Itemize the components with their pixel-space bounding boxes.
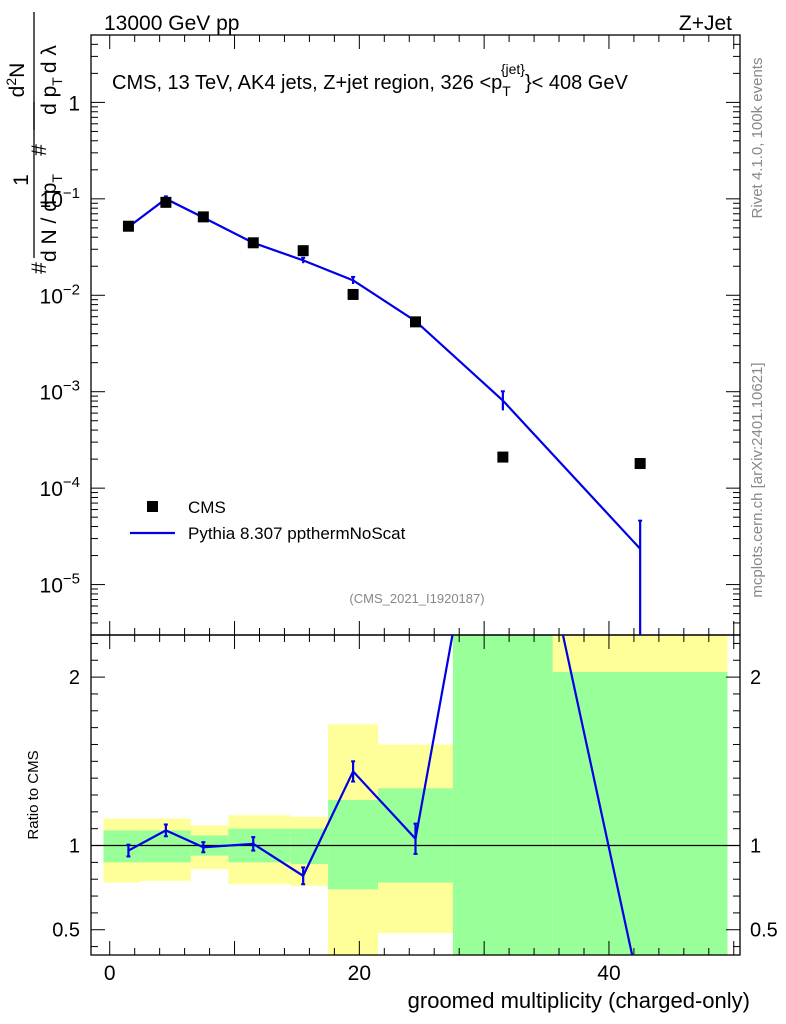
- ylabel-hash-1: #: [28, 262, 51, 274]
- ylabel-d-num: d: [6, 86, 29, 98]
- cms-data-point: [347, 288, 359, 300]
- legend-cms-marker: [147, 501, 158, 512]
- y-tick-label: 10−1: [40, 185, 80, 212]
- cms-data-point: [497, 451, 509, 463]
- y-tick-label-base: 10: [40, 575, 63, 598]
- axis-ticks: [91, 34, 740, 955]
- chart-title-main: CMS, 13 TeV, AK4 jets, Z+jet region, 326…: [112, 72, 502, 94]
- main-panel-frame: [90, 34, 741, 636]
- y-tick-label-base: 10: [40, 478, 63, 501]
- y-tick-label: 10−3: [40, 378, 80, 405]
- y-tick-label: 1: [68, 92, 80, 115]
- cms-data-point: [122, 220, 134, 232]
- cms-data-point: [634, 458, 646, 470]
- ratio-tick-label-right: 2: [750, 667, 761, 689]
- y-tick-label-exponent: −4: [63, 474, 80, 491]
- green-band-8: [552, 672, 728, 955]
- cms-data-point: [160, 196, 172, 208]
- pythia-line: [127, 197, 641, 550]
- cms-data-point: [297, 245, 309, 257]
- ylabel-dpt: d p: [38, 86, 61, 115]
- ratio-tick-label-left: 1: [69, 836, 80, 858]
- cms-data-point: [197, 211, 209, 223]
- y-tick-label: 10−4: [40, 474, 80, 501]
- x-tick-label: 40: [597, 962, 620, 985]
- y-tick-label-exponent: −1: [63, 185, 80, 202]
- ratio-y-axis-label: Ratio to CMS: [25, 750, 42, 839]
- ylabel-dn-dpt-text: d N / d p: [38, 183, 61, 262]
- chart-title-end: }< 408 GeV: [525, 72, 629, 94]
- x-tick-label: 0: [104, 962, 116, 985]
- main-series: [122, 195, 646, 635]
- legend-pythia-label: Pythia 8.307 ppthermNoScat: [188, 524, 406, 543]
- ylabel-dn-dpt: d N / d pT: [38, 174, 65, 262]
- cms-data-point: [247, 237, 259, 249]
- cms-data-point: [410, 316, 421, 328]
- ylabel-denominator: d pTd λ: [38, 45, 65, 115]
- ratio-tick-label-right: 1: [750, 836, 761, 858]
- ylabel-dlambda: d λ: [38, 45, 61, 74]
- ylabel-t-sub-1: T: [49, 174, 65, 183]
- analysis-id: (CMS_2021_I1920187): [349, 591, 484, 606]
- y-axis-label: # 1 d N / d pT # d2N d pTd λ: [3, 12, 65, 274]
- chart-title: CMS, 13 TeV, AK4 jets, Z+jet region, 326…: [112, 61, 628, 99]
- green-band-7: [452, 635, 553, 955]
- chart-title-sub: T: [502, 83, 511, 99]
- ylabel-numerator: d2N: [3, 63, 29, 98]
- y-tick-label-base: 1: [68, 92, 80, 115]
- y-tick-label-exponent: −5: [63, 571, 80, 588]
- green-band-5: [328, 800, 379, 890]
- y-tick-label-exponent: −3: [63, 378, 80, 395]
- y-tick-label-base: 10: [40, 189, 63, 212]
- y-tick-label-base: 10: [40, 285, 63, 308]
- header-right: Z+Jet: [679, 12, 732, 35]
- chart-title-sup: {jet}: [501, 61, 525, 77]
- ratio-tick-label-right: 0.5: [750, 920, 778, 942]
- ylabel-power-two: 2: [3, 78, 19, 86]
- header-left: 13000 GeV pp: [104, 12, 239, 35]
- ratio-uncertainty-bands: [91, 635, 740, 955]
- rivet-version-label: Rivet 4.1.0, 100k events: [749, 58, 766, 219]
- mcplots-label: mcplots.cern.ch [arXiv:2401.10621]: [749, 362, 766, 597]
- ratio-tick-label-left: 2: [69, 667, 80, 689]
- y-tick-label-exponent: −2: [63, 281, 80, 298]
- ratio-series: [126, 635, 634, 955]
- y-tick-label: 10−2: [40, 281, 80, 308]
- ylabel-n-num: N: [6, 63, 29, 78]
- x-axis-label: groomed multiplicity (charged-only): [408, 988, 750, 1013]
- ylabel-t-sub-2: T: [49, 77, 65, 86]
- ylabel-one: 1: [10, 174, 33, 186]
- ylabel-hash-2: #: [28, 144, 51, 156]
- legend: CMS Pythia 8.307 ppthermNoScat: [130, 498, 406, 543]
- ratio-tick-label-left: 0.5: [52, 920, 80, 942]
- x-tick-label: 20: [348, 962, 371, 985]
- y-tick-label-base: 10: [40, 382, 63, 405]
- y-tick-label: 10−5: [40, 571, 80, 598]
- legend-cms-label: CMS: [188, 498, 226, 517]
